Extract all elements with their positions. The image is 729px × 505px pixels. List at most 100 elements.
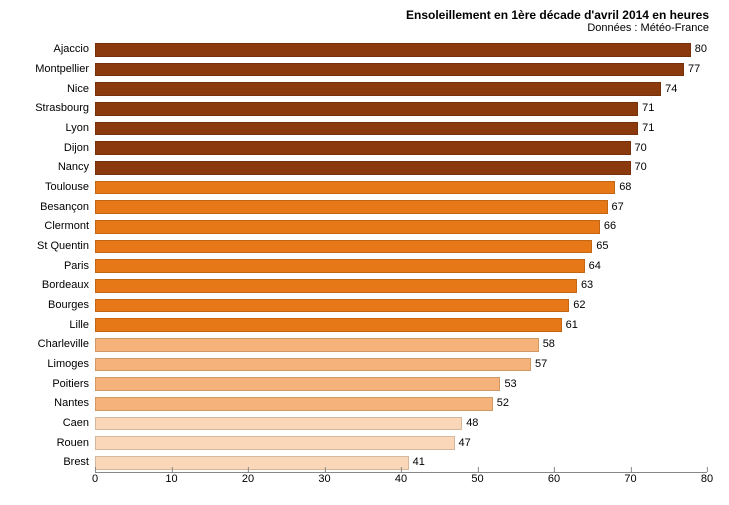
value-label: 41 <box>413 457 425 468</box>
y-axis-label: Dijon <box>64 143 95 154</box>
bar-row: Lille61 <box>95 315 707 335</box>
y-axis-label: Bordeaux <box>42 280 95 291</box>
bar <box>95 161 631 175</box>
bar-row: Toulouse68 <box>95 178 707 198</box>
y-axis-label: Ajaccio <box>54 44 95 55</box>
value-label: 57 <box>535 359 547 370</box>
x-tick: 50 <box>471 473 483 485</box>
bar <box>95 456 409 470</box>
bar <box>95 338 539 352</box>
bar-row: Paris64 <box>95 256 707 276</box>
bar <box>95 299 569 313</box>
y-axis-label: Nancy <box>58 162 95 173</box>
x-tick: 10 <box>165 473 177 485</box>
x-tick: 80 <box>701 473 713 485</box>
value-label: 48 <box>466 418 478 429</box>
plot-area: Ajaccio80Montpellier77Nice74Strasbourg71… <box>95 40 707 473</box>
value-label: 71 <box>642 103 654 114</box>
value-label: 67 <box>612 202 624 213</box>
value-label: 58 <box>543 339 555 350</box>
bar <box>95 43 691 57</box>
bar-row: Ajaccio80 <box>95 40 707 60</box>
bar <box>95 122 638 136</box>
bar <box>95 417 462 431</box>
x-tick: 0 <box>92 473 98 485</box>
bars-wrap: Ajaccio80Montpellier77Nice74Strasbourg71… <box>95 40 707 473</box>
value-label: 65 <box>596 241 608 252</box>
bar-row: St Quentin65 <box>95 237 707 257</box>
bar <box>95 82 661 96</box>
bar <box>95 141 631 155</box>
bar-row: Nancy70 <box>95 158 707 178</box>
value-label: 80 <box>695 44 707 55</box>
y-axis-label: Besançon <box>40 202 95 213</box>
bar-row: Nantes52 <box>95 394 707 414</box>
y-axis-label: Strasbourg <box>35 103 95 114</box>
x-axis: 01020304050607080 <box>95 473 707 493</box>
bar <box>95 240 592 254</box>
bar <box>95 181 615 195</box>
bar <box>95 279 577 293</box>
bar <box>95 436 455 450</box>
y-axis-label: Caen <box>63 418 95 429</box>
x-tick: 40 <box>395 473 407 485</box>
y-axis-label: Brest <box>63 457 95 468</box>
bar <box>95 102 638 116</box>
value-label: 71 <box>642 123 654 134</box>
value-label: 66 <box>604 221 616 232</box>
y-axis-label: Nice <box>67 84 95 95</box>
bar-row: Bordeaux63 <box>95 276 707 296</box>
value-label: 74 <box>665 84 677 95</box>
value-label: 53 <box>504 379 516 390</box>
value-label: 52 <box>497 398 509 409</box>
x-tick: 30 <box>318 473 330 485</box>
bar-row: Besançon67 <box>95 197 707 217</box>
bar-row: Poitiers53 <box>95 374 707 394</box>
y-axis-label: Charleville <box>38 339 95 350</box>
y-axis-label: Limoges <box>47 359 95 370</box>
value-label: 63 <box>581 280 593 291</box>
bar-row: Dijon70 <box>95 138 707 158</box>
value-label: 70 <box>635 162 647 173</box>
bar-row: Montpellier77 <box>95 60 707 80</box>
y-axis-label: Rouen <box>57 438 95 449</box>
y-axis-label: Lille <box>69 320 95 331</box>
chart-container: Ensoleillement en 1ère décade d'avril 20… <box>0 0 729 505</box>
bar-row: Caen48 <box>95 414 707 434</box>
x-tick: 20 <box>242 473 254 485</box>
bar-row: Charleville58 <box>95 335 707 355</box>
bar <box>95 397 493 411</box>
y-axis-label: Nantes <box>54 398 95 409</box>
bar <box>95 63 684 77</box>
bar-row: Strasbourg71 <box>95 99 707 119</box>
bar <box>95 377 500 391</box>
y-axis-label: Paris <box>64 261 95 272</box>
x-tick: 60 <box>548 473 560 485</box>
bar <box>95 220 600 234</box>
bar <box>95 259 585 273</box>
value-label: 64 <box>589 261 601 272</box>
value-label: 68 <box>619 182 631 193</box>
y-axis-label: Lyon <box>66 123 95 134</box>
y-axis-label: Bourges <box>48 300 95 311</box>
y-axis-label: Poitiers <box>52 379 95 390</box>
bar-row: Lyon71 <box>95 119 707 139</box>
bar-row: Limoges57 <box>95 355 707 375</box>
bar-row: Bourges62 <box>95 296 707 316</box>
bar <box>95 200 608 214</box>
value-label: 77 <box>688 64 700 75</box>
y-axis-label: Toulouse <box>45 182 95 193</box>
title-block: Ensoleillement en 1ère décade d'avril 20… <box>406 8 709 34</box>
value-label: 70 <box>635 143 647 154</box>
y-axis-label: Montpellier <box>35 64 95 75</box>
value-label: 47 <box>459 438 471 449</box>
chart-subtitle: Données : Météo-France <box>406 22 709 34</box>
bar-row: Clermont66 <box>95 217 707 237</box>
bar-row: Nice74 <box>95 79 707 99</box>
y-axis-label: Clermont <box>44 221 95 232</box>
value-label: 61 <box>566 320 578 331</box>
bar <box>95 358 531 372</box>
bar-row: Rouen47 <box>95 433 707 453</box>
x-tick: 70 <box>624 473 636 485</box>
value-label: 62 <box>573 300 585 311</box>
